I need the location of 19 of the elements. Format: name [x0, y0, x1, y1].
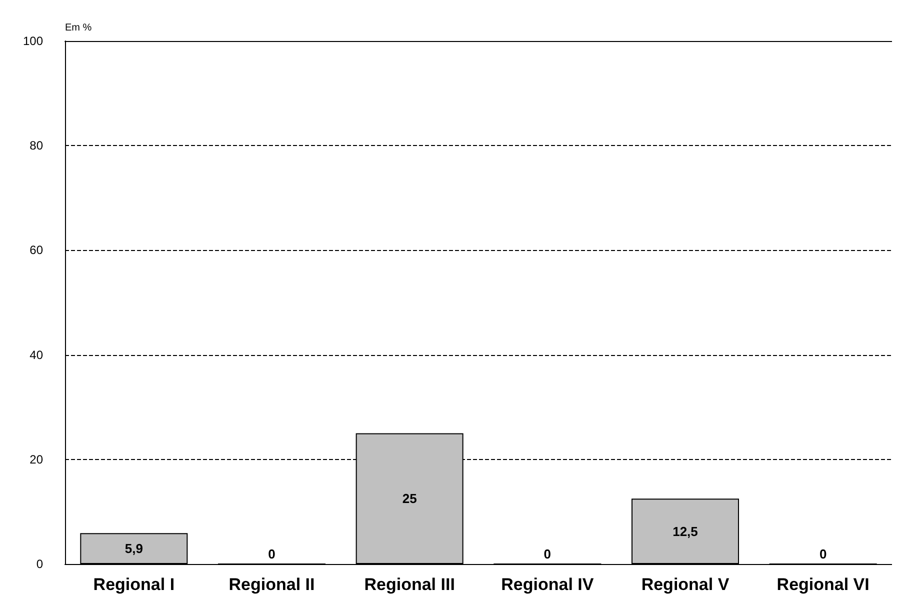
y-tick-label: 60 [30, 243, 44, 258]
y-tick-label: 40 [30, 348, 44, 362]
y-tick-label: 20 [30, 452, 44, 466]
x-tick-label: Regional IV [501, 575, 594, 594]
x-tick-label: Regional III [364, 575, 455, 594]
x-tick-label: Regional V [641, 575, 730, 594]
data-label: 0 [819, 546, 827, 562]
y-tick-label: 80 [30, 138, 44, 153]
x-tick-label: Regional VI [776, 575, 870, 594]
x-tick-label: Regional II [228, 575, 315, 594]
x-tick-label: Regional I [93, 575, 175, 594]
y-tick-label: 0 [36, 557, 44, 571]
data-label: 5,9 [124, 541, 143, 556]
y-axis-title: Em % [65, 22, 92, 34]
data-label: 25 [402, 491, 417, 506]
data-label: 12,5 [672, 524, 698, 539]
data-label: 0 [268, 546, 276, 562]
y-tick-label: 100 [22, 34, 44, 48]
data-label: 0 [544, 546, 552, 562]
